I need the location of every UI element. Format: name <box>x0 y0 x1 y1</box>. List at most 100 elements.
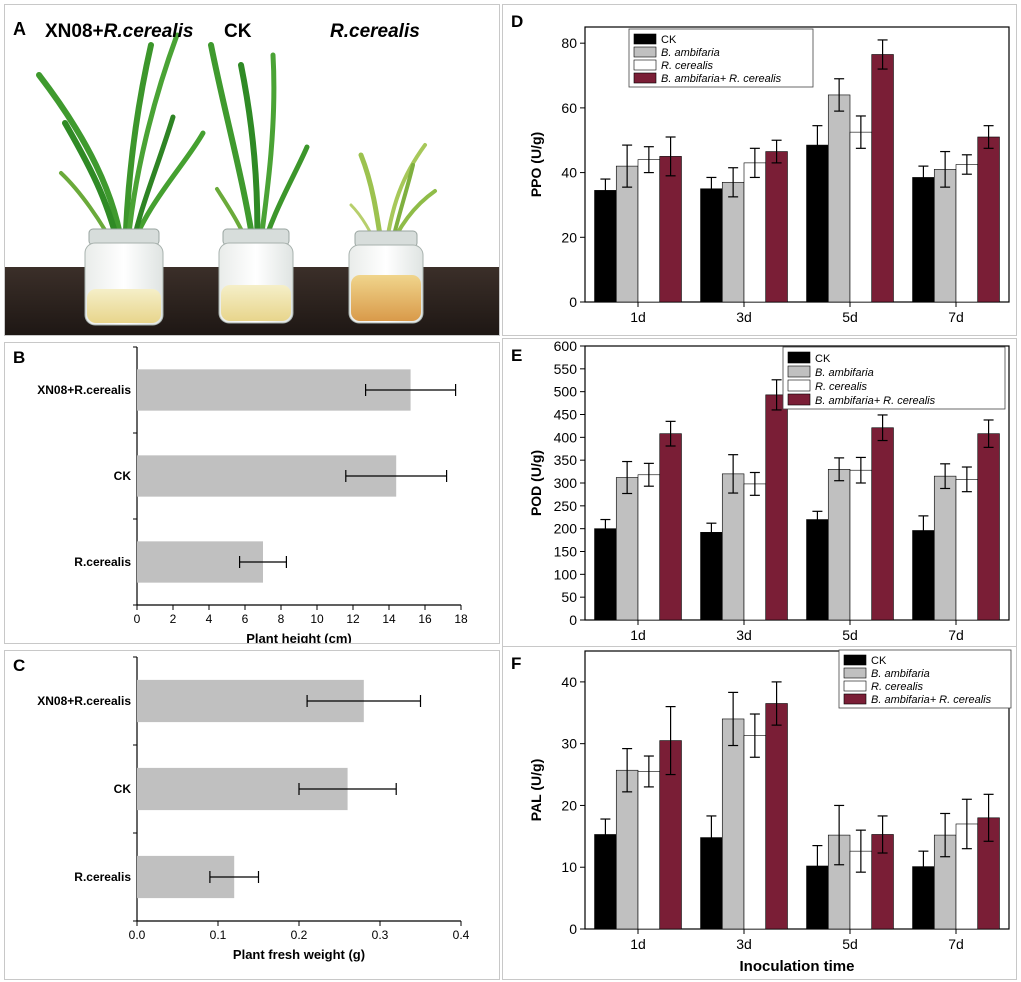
bar-r-cerealis-3d <box>743 735 767 930</box>
panel-f-chart: F 0 10 20 30 40 PAL (U/g) 1d 3d 5d 7d Inoculation t… <box>502 646 1017 980</box>
y-tick-label: 450 <box>554 407 578 423</box>
panel-letter-e: E <box>511 346 522 365</box>
y-tick-label: 0 <box>569 921 577 937</box>
panel-letter-d: D <box>511 12 523 31</box>
error-bar-r-cerealis-5d <box>855 115 866 149</box>
x-tick-label: 4 <box>206 612 213 626</box>
error-bar-b-ambifaria-r-cerealis-5d <box>877 414 888 442</box>
error-bar-b-ambifaria-r-cerealis-3d <box>771 379 782 411</box>
error-bar-ck-3d <box>706 176 717 201</box>
error-bar-b-ambifaria-7d <box>940 150 951 188</box>
legend-swatch-ck <box>787 351 811 364</box>
error-bar-r-cerealis-1d <box>643 755 654 788</box>
legend-box <box>628 28 814 88</box>
legend-swatch-r-cerealis <box>633 59 657 71</box>
error-bar-r-cerealis-3d <box>749 471 760 496</box>
y-tick-label: 0 <box>569 612 577 628</box>
panel-a-photo: A XN08+R.cerealis CK R.cerealis <box>4 4 500 336</box>
x-axis-title: Plant fresh weight (g) <box>233 947 365 962</box>
error-bar-xn08-r-cerealis <box>306 695 422 707</box>
bar-b-ambifaria-7d <box>933 475 957 621</box>
legend-label-r-cerealis: R. cerealis <box>871 681 923 693</box>
error-bar-b-ambifaria-7d <box>940 463 951 490</box>
error-bar-b-ambifaria-r-cerealis-3d <box>771 681 782 726</box>
legend-swatch-b-ambifaria-r-cerealis <box>787 393 811 406</box>
x-tick-label: 0.2 <box>291 928 308 942</box>
plot-frame <box>584 650 1010 930</box>
bar-b-ambifaria-r-cerealis-7d <box>977 433 1000 621</box>
x-axis-title: Plant height (cm) <box>246 631 351 643</box>
error-bar-b-ambifaria-r-cerealis-7d <box>983 419 994 448</box>
x-tick-label: 10 <box>310 612 324 626</box>
legend-swatch-b-ambifaria <box>843 667 867 679</box>
x-tick-label-5d: 5d <box>842 309 858 325</box>
legend-swatch-b-ambifaria-r-cerealis <box>843 693 867 705</box>
y-axis-title: PAL (U/g) <box>528 759 544 821</box>
x-tick-label: 0.1 <box>210 928 227 942</box>
x-tick-label-1d: 1d <box>630 627 646 643</box>
x-tick-label-7d: 7d <box>948 627 964 643</box>
legend-label-b-ambifaria: B. ambifaria <box>815 367 874 379</box>
error-bar-ck-3d <box>706 522 717 543</box>
error-bar-b-ambifaria-5d <box>834 457 845 482</box>
error-bar-b-ambifaria-r-cerealis-7d <box>983 793 994 842</box>
panel-d-chart: D 0 20 40 60 80 PPO (U/g) 1d 3d 5d 7d CK B. ambifari… <box>502 4 1017 336</box>
bar-ck-3d <box>700 532 723 621</box>
category-label-r-cerealis: R.cerealis <box>74 870 131 884</box>
legend-label-r-cerealis: R. cerealis <box>661 60 713 72</box>
x-tick-label: 2 <box>170 612 177 626</box>
legend-swatch-ck <box>843 654 867 666</box>
error-bar-r-cerealis <box>239 556 287 568</box>
y-tick-label: 300 <box>554 475 578 491</box>
bar-r-cerealis-7d <box>955 164 979 303</box>
y-tick-label: 600 <box>554 339 578 354</box>
error-bar-b-ambifaria-7d <box>940 812 951 858</box>
error-bar-ck-5d <box>812 845 823 887</box>
y-tick-label: 40 <box>561 165 577 181</box>
legend-label-ck: CK <box>871 655 887 667</box>
error-bar-b-ambifaria-1d <box>622 460 633 495</box>
category-label-r-cerealis: R.cerealis <box>74 555 131 569</box>
bar-b-ambifaria-r-cerealis-1d <box>659 433 682 621</box>
y-tick-label: 50 <box>561 589 577 605</box>
error-bar-ck <box>345 470 448 482</box>
y-tick-label: 30 <box>561 736 577 752</box>
error-bar-ck-5d <box>812 510 823 529</box>
bar-r-cerealis-3d <box>743 483 767 621</box>
error-bar-r-cerealis-7d <box>961 798 972 850</box>
x-tick-label: 6 <box>242 612 249 626</box>
y-tick-label: 250 <box>554 498 578 514</box>
chart-pod: E 0 50 100 150 200 250 300 350 400 450 500 550 600 POD… <box>511 339 1010 643</box>
bar-ck-5d <box>806 144 829 303</box>
y-tick-label: 400 <box>554 429 578 445</box>
error-bar-b-ambifaria-1d <box>622 144 633 188</box>
bar-b-ambifaria-r-cerealis-3d <box>765 394 788 621</box>
x-tick-label-3d: 3d <box>736 936 752 952</box>
category-label-ck: CK <box>114 782 132 796</box>
x-tick-label: 18 <box>454 612 468 626</box>
bar-r-cerealis-1d <box>637 771 661 930</box>
x-tick-label: 14 <box>382 612 396 626</box>
legend-label-b-ambifaria: B. ambifaria <box>661 47 720 59</box>
y-tick-label: 40 <box>561 674 577 690</box>
bar-ck-7d <box>912 177 935 303</box>
error-bar-r-cerealis-5d <box>855 456 866 484</box>
error-bar-r-cerealis-3d <box>749 147 760 179</box>
bar-ck-1d <box>594 190 617 303</box>
bar-b-ambifaria-7d <box>933 169 957 303</box>
legend-label-b-ambifaria: B. ambifaria <box>871 668 930 680</box>
error-bar-ck-1d <box>600 818 611 851</box>
y-axis-title: POD (U/g) <box>528 450 544 516</box>
error-bar-ck-1d <box>600 518 611 539</box>
x-tick-label-1d: 1d <box>630 936 646 952</box>
error-bar-ck-7d <box>918 165 929 190</box>
error-bar-r-cerealis-1d <box>643 146 654 174</box>
chart-pal: F 0 10 20 30 40 PAL (U/g) 1d 3d 5d 7d Inoculation t… <box>511 649 1012 975</box>
y-tick-label: 350 <box>554 452 578 468</box>
error-bar-r-cerealis-1d <box>643 462 654 487</box>
label-ck: CK <box>224 21 252 42</box>
